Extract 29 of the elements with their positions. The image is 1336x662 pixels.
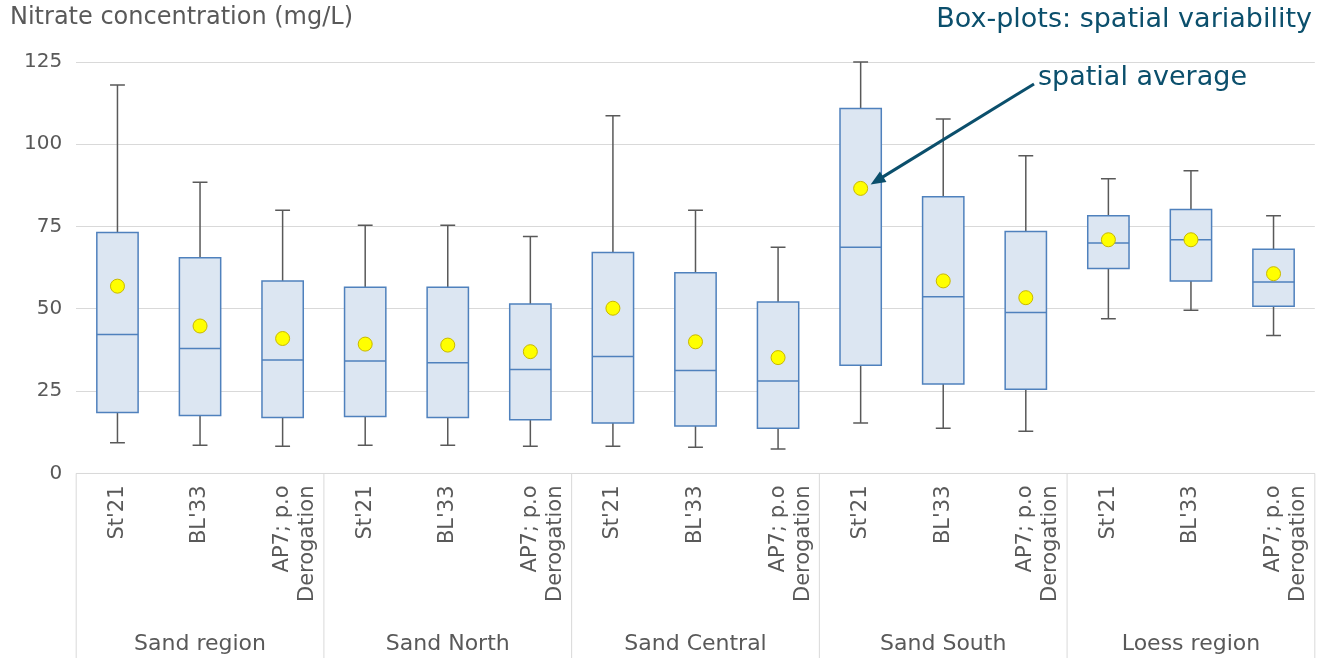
annotation: spatial average bbox=[1038, 59, 1247, 91]
y-tick-label: 100 bbox=[23, 130, 63, 155]
y-tick-label: 75 bbox=[36, 212, 63, 237]
y-tick-label: 25 bbox=[36, 377, 63, 402]
x-tick-label: AP7; p.o Derogation bbox=[1259, 485, 1310, 603]
x-tick-label: BL'33 bbox=[186, 485, 211, 545]
x-tick-label: St'21 bbox=[599, 485, 624, 540]
x-tick-label: BL'33 bbox=[1177, 485, 1202, 545]
y-tick-label: 0 bbox=[49, 459, 63, 484]
y-axis-title: Nitrate concentration (mg/L) bbox=[10, 2, 354, 31]
text: Loess region bbox=[1121, 630, 1261, 655]
x-tick-label: St'21 bbox=[847, 485, 872, 540]
x-tick-label: St'21 bbox=[351, 485, 376, 540]
text: Sand North bbox=[385, 630, 510, 655]
text: Box-plots: spatial variability bbox=[936, 1, 1313, 33]
x-tick-label: AP7; p.o Derogation bbox=[269, 485, 319, 603]
y-tick-label: 125 bbox=[23, 48, 63, 73]
x-tick-label: St'21 bbox=[1094, 485, 1119, 540]
x-tick-label: BL'33 bbox=[434, 485, 459, 545]
text: Sand region bbox=[134, 630, 267, 655]
x-tick-label: AP7; p.o Derogation bbox=[516, 485, 566, 603]
text: Sand South bbox=[880, 630, 1007, 655]
x-tick-label: St'21 bbox=[103, 485, 128, 540]
text: Sand Central bbox=[624, 630, 767, 655]
x-tick-label: AP7; p.o Derogation bbox=[1012, 485, 1062, 603]
x-tick-label: BL'33 bbox=[681, 485, 706, 545]
y-tick-label: 50 bbox=[36, 295, 63, 320]
x-tick-label: AP7; p.o Derogation bbox=[764, 485, 814, 603]
x-tick-label: BL'33 bbox=[929, 485, 954, 545]
